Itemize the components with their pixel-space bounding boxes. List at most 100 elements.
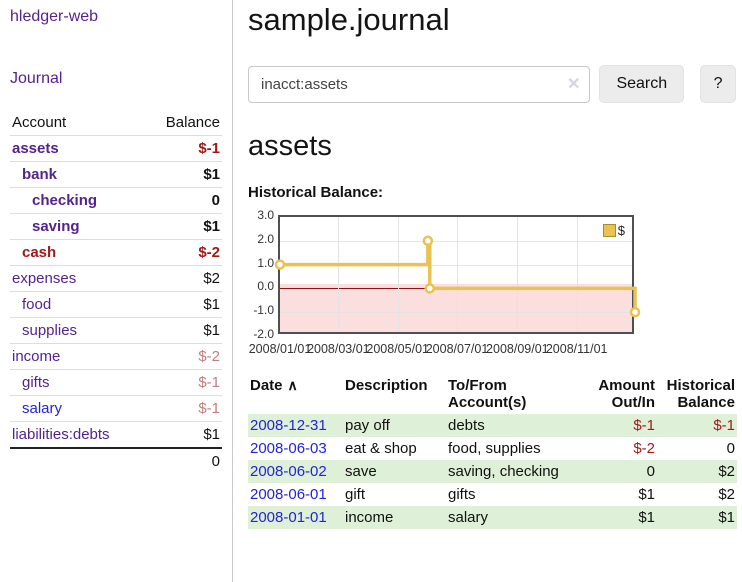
x-axis-tick: 2008/03/01	[307, 342, 370, 356]
search-form: ✕ Search ?	[248, 65, 736, 103]
transaction-row: 2008-06-01 gift gifts $1 $2	[248, 483, 737, 506]
account-row: gifts $-1	[10, 370, 222, 396]
transaction-date-link[interactable]: 2008-06-02	[250, 463, 327, 480]
account-link-saving[interactable]: saving	[32, 218, 80, 235]
accounts-table: Account Balance assets $-1 bank $1 checking 0…	[10, 110, 222, 474]
account-balance: 0	[211, 192, 220, 209]
transaction-accounts: salary	[448, 509, 489, 526]
y-axis-tick: 1.0	[257, 255, 274, 270]
account-row: supplies $1	[10, 318, 222, 344]
account-link-salary[interactable]: salary	[22, 400, 63, 417]
transaction-amount: $1	[638, 509, 655, 526]
help-button[interactable]: ?	[700, 65, 736, 103]
h-gridline	[280, 312, 632, 314]
account-balance: $-2	[198, 244, 220, 261]
account-row: liabilities:debts $1	[10, 422, 222, 448]
app-brand-link[interactable]: hledger-web	[10, 8, 99, 25]
accounts-total-row: 0	[10, 448, 222, 474]
account-link-supplies[interactable]: supplies	[22, 322, 78, 339]
legend-label: $	[617, 223, 625, 238]
account-link-bank[interactable]: bank	[22, 166, 58, 183]
account-balance: $2	[203, 270, 220, 287]
account-link-food[interactable]: food	[22, 296, 52, 313]
transaction-description: eat & shop	[345, 440, 417, 457]
h-gridline	[280, 264, 632, 266]
sort-ascending-icon: ∧	[287, 377, 298, 393]
balance-line-series	[274, 235, 641, 318]
header-accounts: To/From Account(s)	[448, 377, 527, 411]
data-point	[422, 235, 434, 247]
transaction-amount: $-1	[633, 417, 655, 434]
historical-balance-chart: 3.0 2.0 1.0 0.0 -1.0 -2.0 $ 2008/01/01 2008/03…	[248, 208, 736, 358]
account-balance: $1	[203, 426, 220, 443]
account-link-liabilities-debts[interactable]: liabilities:debts	[12, 426, 110, 443]
y-axis-tick: -2.0	[253, 327, 274, 341]
account-row: income $-2	[10, 344, 222, 370]
account-balance: $-1	[198, 374, 220, 391]
v-gridline	[457, 217, 459, 332]
account-link-expenses[interactable]: expenses	[12, 270, 77, 287]
search-box: ✕	[248, 65, 591, 103]
accounts-table-header: Account Balance	[10, 110, 222, 136]
transaction-amount: 0	[646, 463, 655, 480]
transaction-date-link[interactable]: 2008-06-03	[250, 440, 327, 457]
main-content: sample.journal ✕ Search ? assets Histori…	[234, 0, 742, 582]
account-row: cash $-2	[10, 240, 222, 266]
header-date[interactable]: Date ∧	[250, 377, 298, 394]
transaction-row: 2008-01-01 income salary $1 $1	[248, 506, 737, 529]
transaction-amount: $1	[638, 486, 655, 503]
transaction-date-link[interactable]: 2008-01-01	[250, 509, 327, 526]
transaction-description: income	[345, 509, 394, 526]
y-axis-tick: 0.0	[257, 279, 274, 294]
transaction-accounts: debts	[448, 417, 485, 434]
account-link-assets[interactable]: assets	[12, 140, 59, 157]
account-balance: $1	[203, 296, 220, 313]
account-row: expenses $2	[10, 266, 222, 292]
search-button[interactable]: Search	[599, 65, 685, 103]
account-row: bank $1	[10, 162, 222, 188]
transaction-date-link[interactable]: 2008-12-31	[250, 417, 327, 434]
transaction-row: 2008-06-03 eat & shop food, supplies $-2 0	[248, 437, 737, 460]
transaction-date-link[interactable]: 2008-06-01	[250, 486, 327, 503]
v-gridline	[397, 217, 399, 332]
transaction-balance: $1	[718, 509, 735, 526]
clear-search-icon[interactable]: ✕	[567, 75, 581, 93]
account-link-cash[interactable]: cash	[22, 244, 57, 261]
accounts-total-value: 0	[211, 453, 220, 470]
account-row: checking 0	[10, 188, 222, 214]
transaction-balance: $2	[718, 486, 735, 503]
account-heading: assets	[248, 130, 332, 162]
y-axis-tick: -1.0	[253, 303, 274, 318]
transaction-row: 2008-12-31 pay off debts $-1 $-1	[248, 414, 737, 437]
data-point	[424, 283, 436, 294]
transaction-amount: $-2	[633, 440, 655, 457]
account-balance: $-1	[198, 400, 220, 417]
accounts-header-balance: Balance	[165, 114, 220, 131]
account-link-checking[interactable]: checking	[32, 192, 98, 209]
x-axis-tick: 2008/01/01	[248, 342, 312, 356]
account-link-gifts[interactable]: gifts	[22, 374, 50, 391]
transaction-accounts: gifts	[448, 486, 476, 503]
x-axis-tick: 2008/05/01	[366, 342, 429, 356]
account-balance: $-2	[198, 348, 220, 365]
transaction-description: pay off	[345, 417, 390, 434]
transaction-balance: $2	[718, 463, 735, 480]
h-gridline	[280, 240, 632, 242]
register-table: Date ∧ Description To/From Account(s) Amo…	[248, 374, 737, 529]
accounts-header-account: Account	[12, 114, 67, 131]
chart-plot-area: $	[274, 215, 641, 334]
account-link-income[interactable]: income	[12, 348, 61, 365]
header-balance: Historical Balance	[666, 377, 735, 411]
search-input[interactable]	[248, 65, 591, 103]
sidebar-item-journal[interactable]: Journal	[10, 70, 63, 87]
x-axis-tick: 2008/09/01	[486, 342, 549, 356]
transaction-description: gift	[345, 486, 366, 503]
header-amount: Amount Out/In	[598, 377, 655, 411]
sidebar: hledger-web Journal Account Balance asse…	[0, 0, 233, 582]
transaction-accounts: saving, checking	[448, 463, 559, 480]
transaction-accounts: food, supplies	[448, 440, 541, 457]
transaction-balance: $-1	[713, 417, 735, 434]
x-axis-tick: 2008/07/01	[425, 342, 489, 356]
account-balance: $1	[203, 166, 220, 183]
account-balance: $1	[203, 218, 220, 235]
